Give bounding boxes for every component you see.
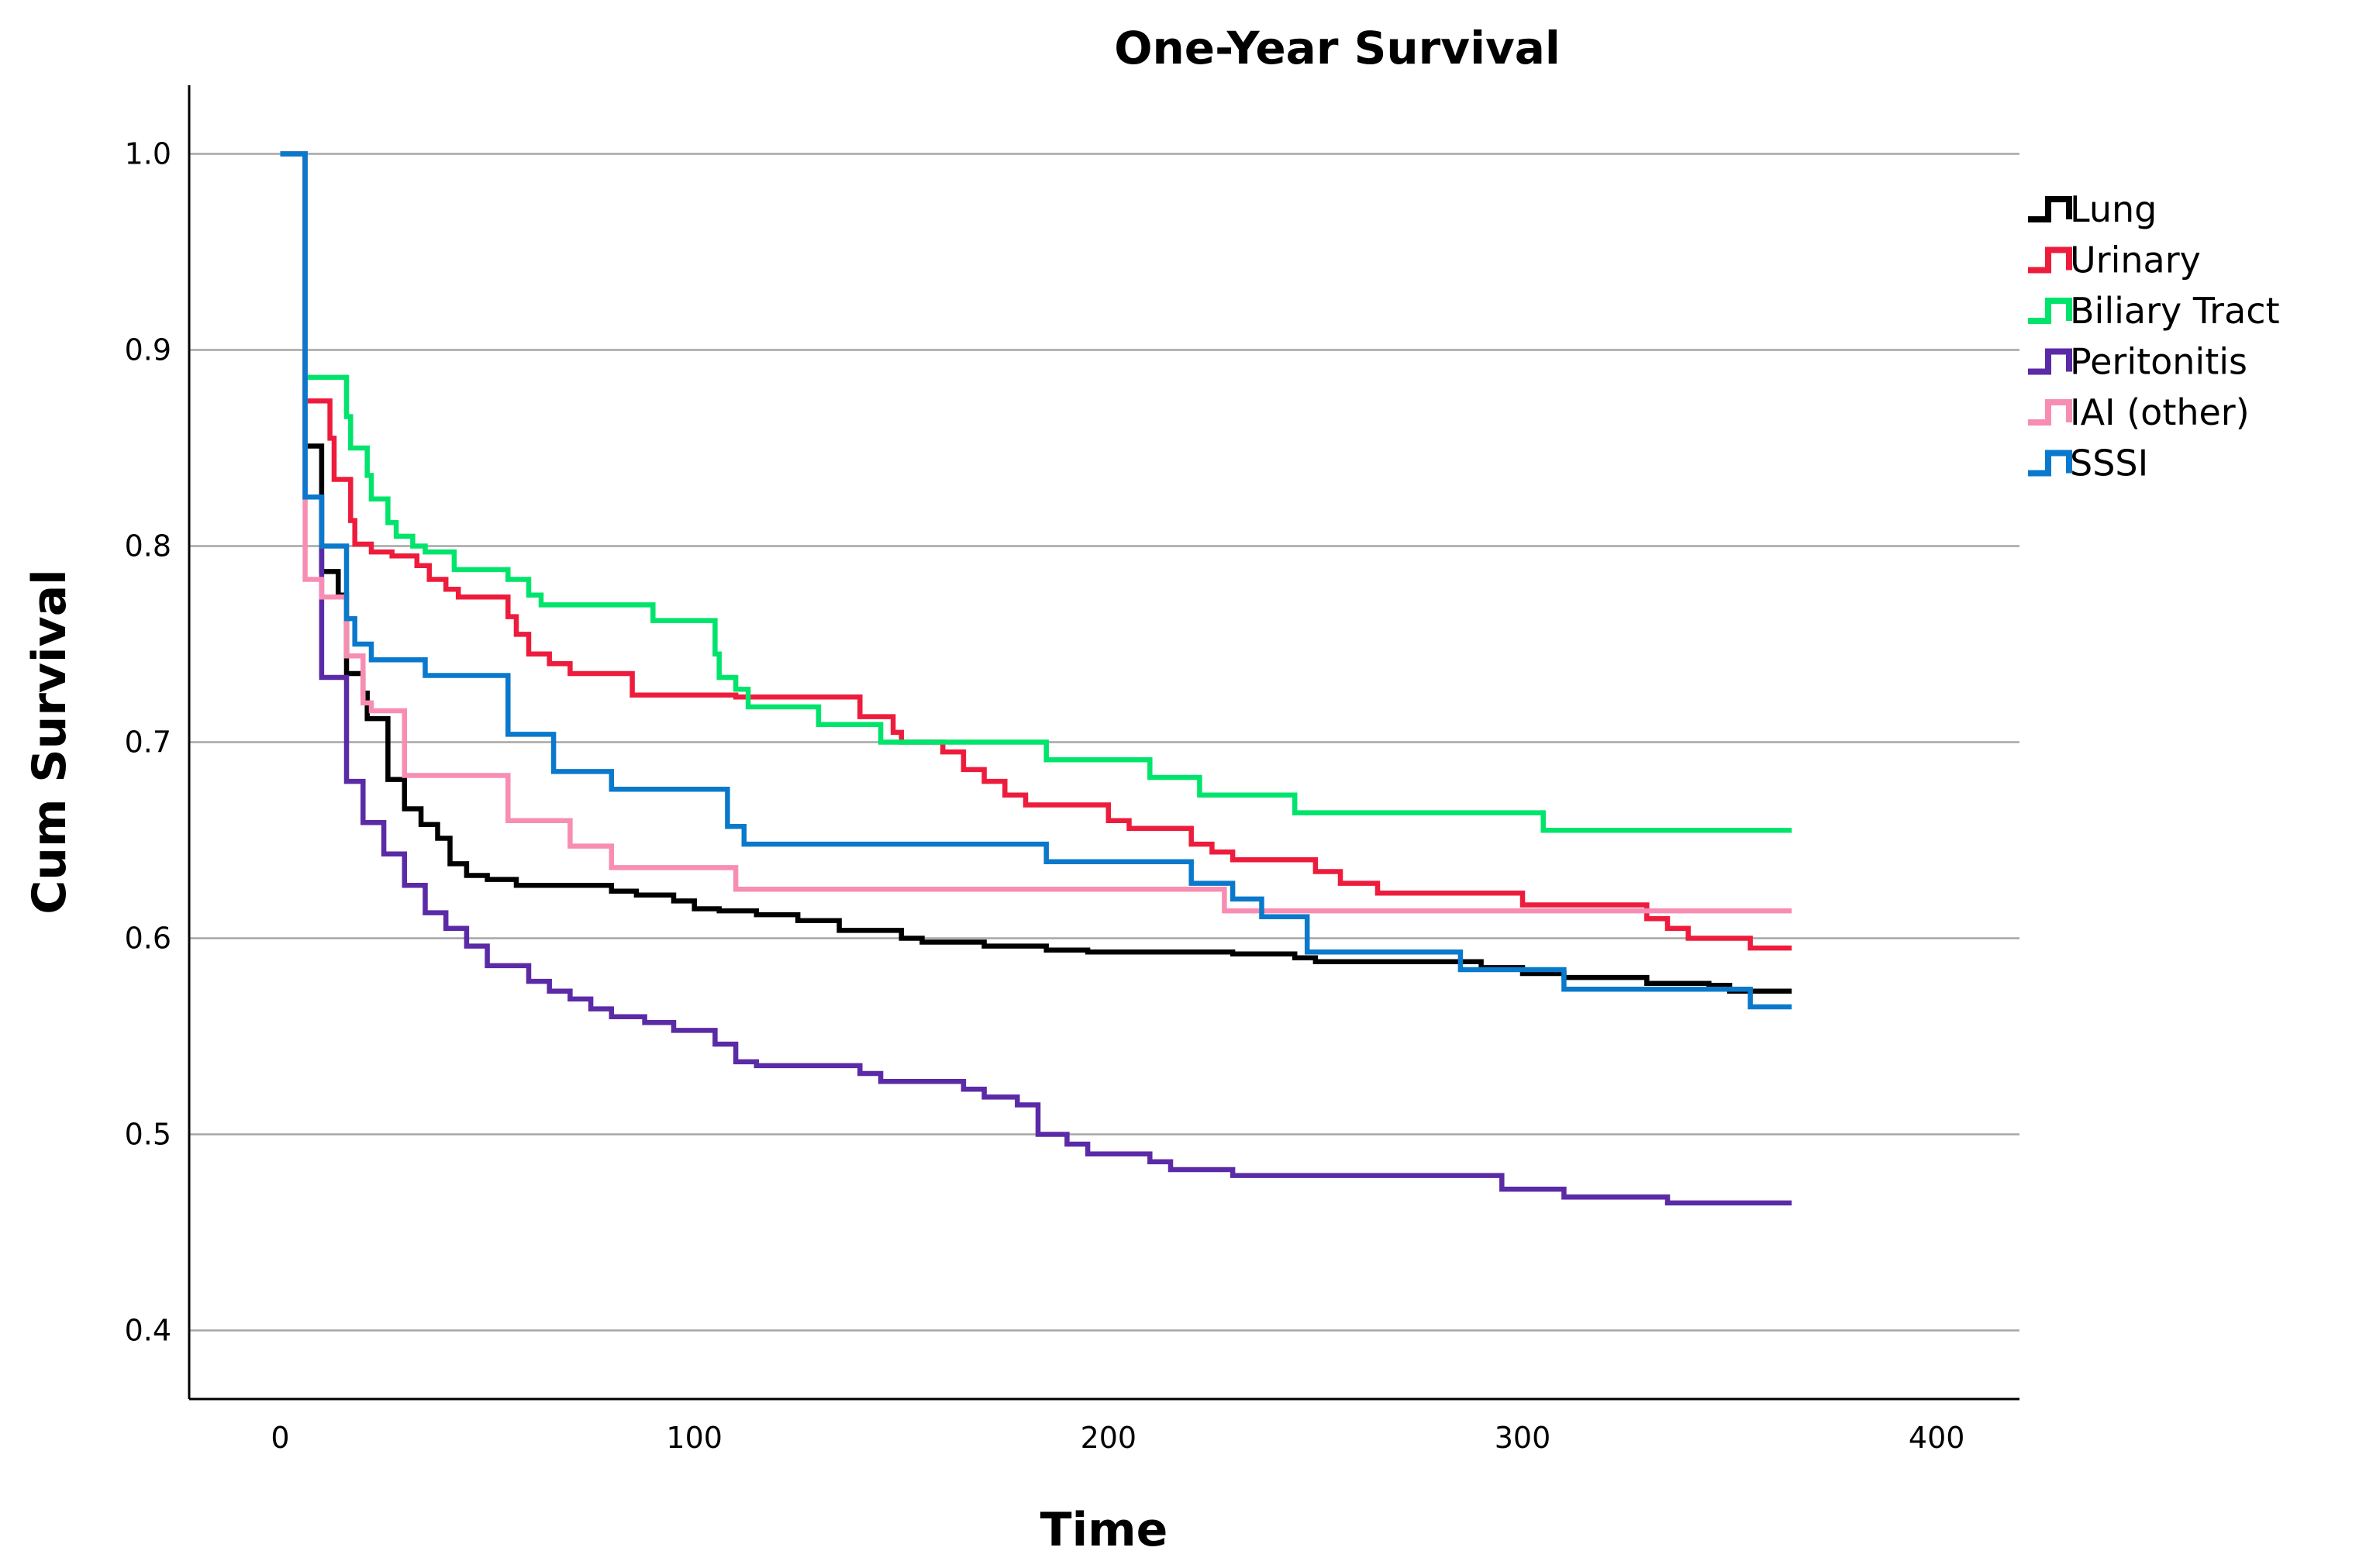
series-line-iai-other <box>280 151 1792 914</box>
axes <box>188 85 2019 1401</box>
y-tick-label: 0.7 <box>125 725 171 760</box>
legend-item-iai-other: IAI (other) <box>2028 391 2250 433</box>
legend: Lung Urinary Biliary Tract Peritonitis IAI (… <box>2028 188 2280 484</box>
legend-swatch <box>2028 348 2072 375</box>
series-line-urinary <box>280 151 1792 951</box>
legend-item-urinary: Urinary <box>2028 240 2201 281</box>
x-tick-label: 200 <box>1081 1421 1137 1455</box>
legend-label: Biliary Tract <box>2070 290 2280 332</box>
y-tick-label: 0.4 <box>125 1313 171 1347</box>
series-line-lung <box>280 151 1792 994</box>
x-axis-title: Time <box>1040 1503 1168 1557</box>
y-axis-title: Cum Survival <box>22 569 77 915</box>
legend-label: Lung <box>2070 188 2157 230</box>
y-tick-label: 0.8 <box>125 529 171 563</box>
legend-swatch <box>2028 298 2072 324</box>
y-tick-label: 1.0 <box>125 137 171 171</box>
y-tick-label: 0.5 <box>125 1117 171 1151</box>
x-tick-label: 100 <box>666 1421 723 1455</box>
legend-swatch <box>2028 196 2072 222</box>
legend-label: SSSI <box>2070 443 2148 484</box>
legend-swatch <box>2028 399 2072 426</box>
legend-item-sssi: SSSI <box>2028 443 2148 484</box>
legend-swatch <box>2028 450 2072 477</box>
y-tick-labels: 0.4 0.5 0.6 0.7 0.8 0.9 1.0 <box>125 137 171 1348</box>
x-tick-label: 0 <box>271 1421 289 1455</box>
legend-swatch <box>2028 246 2072 274</box>
legend-label: Urinary <box>2070 240 2201 281</box>
chart-title: One-Year Survival <box>1114 22 1561 74</box>
legend-item-biliary-tract: Biliary Tract <box>2028 290 2280 332</box>
legend-item-lung: Lung <box>2028 188 2157 230</box>
grid-lines <box>189 153 2019 1332</box>
legend-label: Peritonitis <box>2070 341 2247 383</box>
series-line-peritonitis <box>280 151 1792 1206</box>
y-tick-label: 0.6 <box>125 921 171 955</box>
x-tick-label: 400 <box>1909 1421 1965 1455</box>
x-tick-label: 300 <box>1495 1421 1551 1455</box>
series-line-sssi <box>280 151 1792 1010</box>
legend-item-peritonitis: Peritonitis <box>2028 341 2247 383</box>
y-tick-label: 0.9 <box>125 333 171 367</box>
series-lines <box>280 151 1792 1206</box>
legend-label: IAI (other) <box>2070 391 2250 433</box>
series-line-biliary-tract <box>280 151 1792 833</box>
x-tick-labels: 0 100 200 300 400 <box>271 1421 1964 1455</box>
